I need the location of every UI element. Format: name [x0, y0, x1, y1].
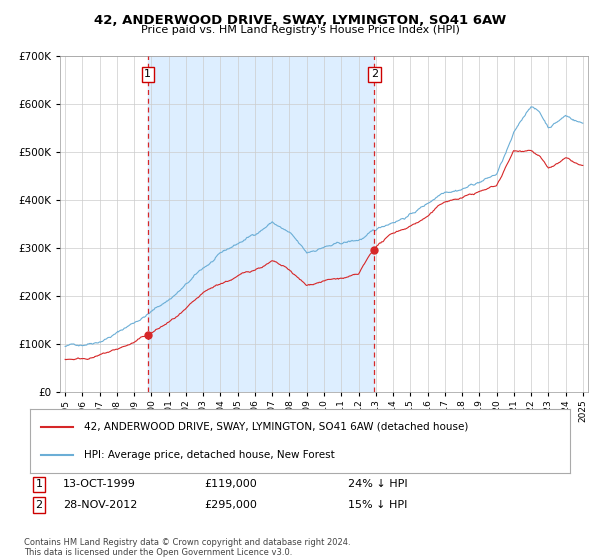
Text: 2: 2 — [35, 500, 43, 510]
Text: £295,000: £295,000 — [204, 500, 257, 510]
Text: 2: 2 — [371, 69, 378, 80]
Text: 13-OCT-1999: 13-OCT-1999 — [63, 479, 136, 489]
Text: £119,000: £119,000 — [204, 479, 257, 489]
Text: Contains HM Land Registry data © Crown copyright and database right 2024.
This d: Contains HM Land Registry data © Crown c… — [24, 538, 350, 557]
Text: 42, ANDERWOOD DRIVE, SWAY, LYMINGTON, SO41 6AW: 42, ANDERWOOD DRIVE, SWAY, LYMINGTON, SO… — [94, 14, 506, 27]
Text: 1: 1 — [35, 479, 43, 489]
Bar — [148, 56, 374, 392]
Text: 28-NOV-2012: 28-NOV-2012 — [63, 500, 137, 510]
Text: HPI: Average price, detached house, New Forest: HPI: Average price, detached house, New … — [84, 450, 335, 460]
Text: 42, ANDERWOOD DRIVE, SWAY, LYMINGTON, SO41 6AW (detached house): 42, ANDERWOOD DRIVE, SWAY, LYMINGTON, SO… — [84, 422, 469, 432]
Text: 1: 1 — [145, 69, 151, 80]
Text: Price paid vs. HM Land Registry's House Price Index (HPI): Price paid vs. HM Land Registry's House … — [140, 25, 460, 35]
Text: 15% ↓ HPI: 15% ↓ HPI — [348, 500, 407, 510]
Text: 24% ↓ HPI: 24% ↓ HPI — [348, 479, 407, 489]
